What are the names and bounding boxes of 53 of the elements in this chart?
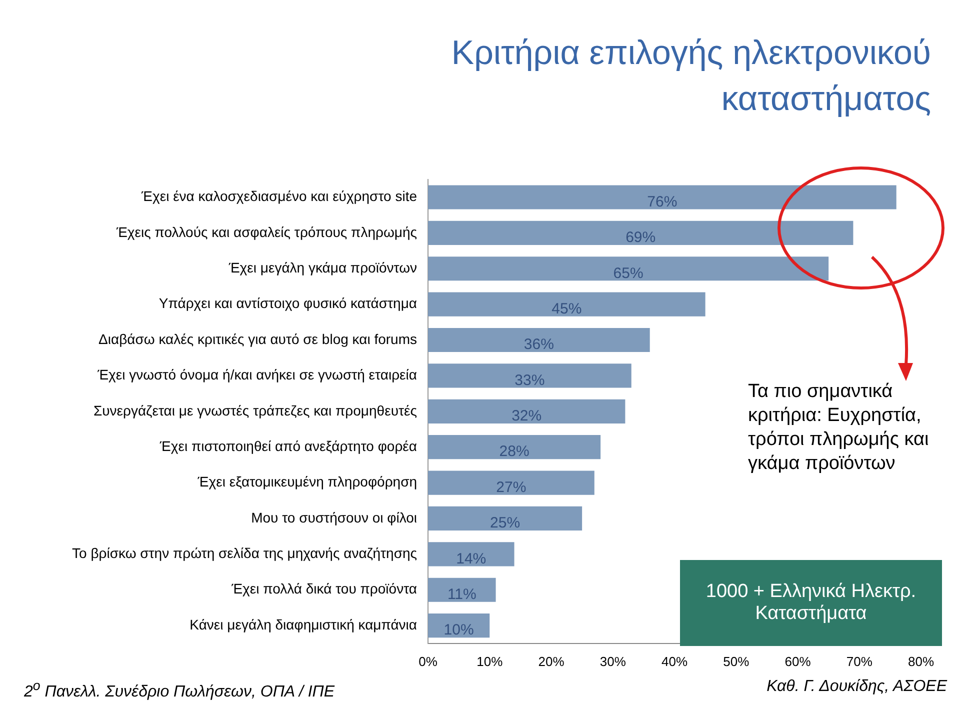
bar bbox=[428, 578, 496, 602]
x-tick-label: 50% bbox=[723, 654, 750, 669]
bar bbox=[428, 185, 896, 210]
bar bbox=[428, 470, 594, 495]
data-label: 76% bbox=[647, 193, 678, 210]
data-label: 33% bbox=[514, 372, 545, 389]
x-tick-label: 30% bbox=[600, 654, 626, 669]
data-label: 25% bbox=[490, 514, 520, 532]
data-label: 10% bbox=[444, 622, 474, 639]
x-tick-label: 40% bbox=[661, 654, 688, 669]
bar bbox=[428, 399, 626, 424]
x-tick-label: 10% bbox=[476, 654, 504, 669]
bar bbox=[428, 256, 829, 281]
y-tick-label: Διαβάσω καλές κριτικές για αυτό σε blog και forums bbox=[98, 330, 417, 347]
data-label: 69% bbox=[626, 229, 656, 246]
data-label: 27% bbox=[496, 478, 526, 496]
text: Καθ. Γ. Δουκίδης, ΑΣΟΕΕ bbox=[766, 678, 947, 696]
y-tick-label: Μου το συστήσουν οι φίλοι bbox=[251, 509, 417, 526]
y-tick-label: Έχει ένα καλοσχεδιασμένο και εύχρηστο site bbox=[140, 188, 418, 204]
annotation: Τα πιο σημαντικά κριτήρια: Ευχρηστία, τρόποι πληρωμής και γκάμα προϊόντων bbox=[748, 380, 930, 476]
bar bbox=[428, 292, 706, 316]
y-tick-label: Κάνει μεγάλη διαφημιστική καμπάνια bbox=[190, 616, 417, 632]
bar bbox=[428, 542, 514, 566]
annotation: 1000 + Ελληνικά Ηλεκτρ. Καταστήματα bbox=[680, 560, 942, 646]
y-tick-label: Έχει μεγάλη γκάμα προϊόντων bbox=[228, 259, 417, 276]
data-label: 36% bbox=[524, 336, 554, 354]
bar bbox=[428, 435, 601, 460]
data-label: 65% bbox=[613, 264, 644, 282]
data-label: 32% bbox=[512, 408, 542, 425]
bar bbox=[428, 614, 490, 638]
y-tick-label: Υπάρχει και αντίστοιχο φυσικό κατάστημα bbox=[158, 295, 417, 312]
x-tick-label: 80% bbox=[908, 654, 934, 669]
x-tick-label: 60% bbox=[784, 654, 812, 669]
y-tick-label: Έχει πιστοποιηθεί από ανεξάρτητο φορέα bbox=[158, 438, 417, 454]
bar bbox=[428, 506, 582, 531]
data-label: 14% bbox=[456, 550, 486, 568]
x-tick-label: 20% bbox=[538, 654, 565, 669]
y-tick-label: Το βρίσκω στην πρώτη σελίδα της μηχανής αναζήτησης bbox=[72, 545, 418, 562]
x-tick-label: 70% bbox=[846, 654, 873, 669]
bar bbox=[428, 220, 854, 245]
data-label: 45% bbox=[552, 300, 582, 318]
data-label: 11% bbox=[447, 586, 476, 603]
x-tick-label: 0% bbox=[418, 654, 438, 669]
data-label: 28% bbox=[499, 443, 530, 460]
y-tick-label: Έχει πολλά δικά του προϊόντα bbox=[230, 580, 417, 597]
chart-title: Κριτήρια επιλογής ηλεκτρονικού καταστήματος bbox=[450, 33, 931, 120]
text: 2$^{ο}$ Πανελλ. Συνέδριο Πωλήσεων, ΟΠΑ / ΙΠΕ bbox=[24, 678, 335, 702]
bar bbox=[428, 328, 650, 352]
y-tick-label: Έχεις πολλούς και ασφαλείς τρόπους πληρωμής bbox=[115, 224, 418, 240]
y-tick-label: Έχει εξατομικευμένη πληροφόρηση bbox=[196, 474, 417, 490]
y-tick-label: Συνεργάζεται με γνωστές τράπεζες και προμηθευτές bbox=[93, 402, 418, 418]
y-tick-label: Έχει γνωστό όνομα ή/και ανήκει σε γνωστή εταιρεία bbox=[96, 366, 417, 383]
bar bbox=[428, 364, 632, 388]
